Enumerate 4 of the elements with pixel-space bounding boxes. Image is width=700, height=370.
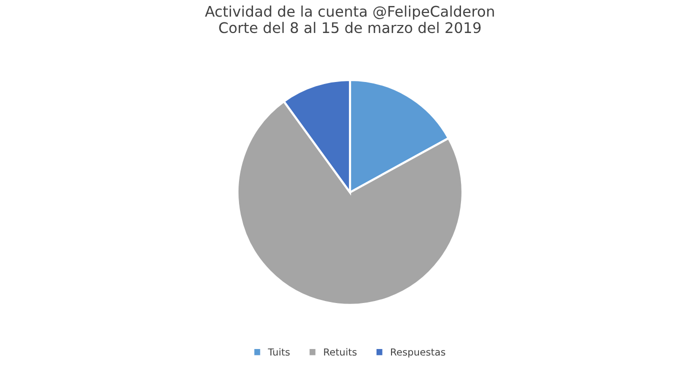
legend-label: Retuits [324, 348, 357, 356]
chart-title: Actividad de la cuenta @FelipeCalderon Corte del 8 al 15 de marzo del 2019 [204, 6, 494, 34]
legend-label: Tuits [268, 348, 290, 356]
legend-label: Respuestas [391, 348, 446, 358]
